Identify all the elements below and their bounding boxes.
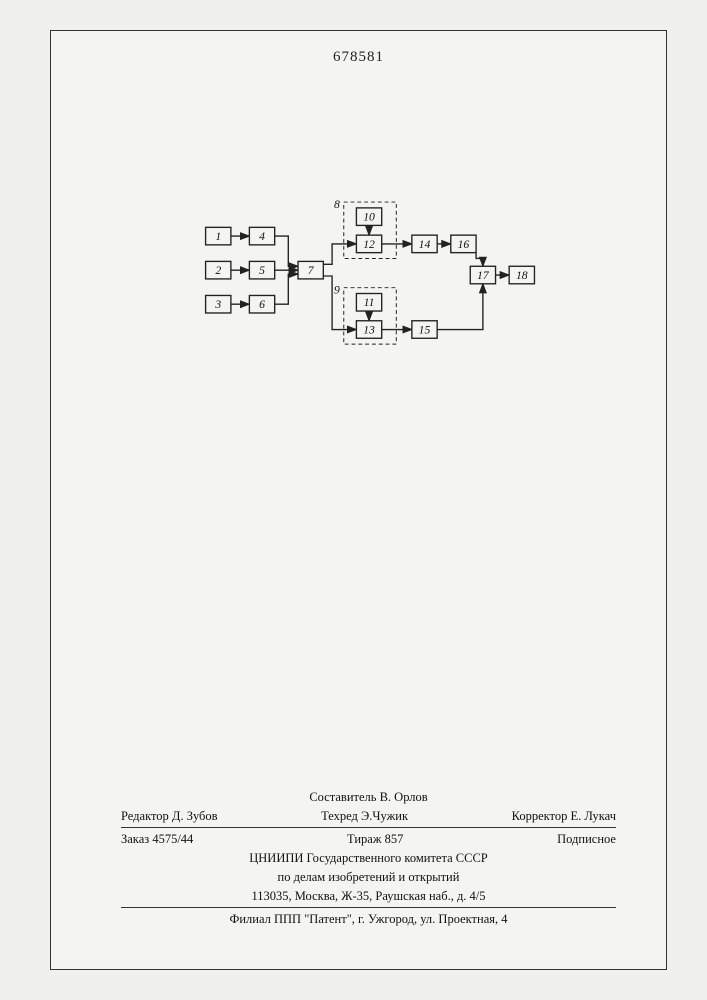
svg-text:1: 1 <box>215 230 221 243</box>
svg-text:5: 5 <box>259 264 265 277</box>
order-line: Заказ 4575/44 Тираж 857 Подписное <box>121 830 616 849</box>
document-number: 678581 <box>51 49 666 66</box>
credits-line: Редактор Д. Зубов Техред Э.Чужик Коррект… <box>121 807 616 826</box>
compiler-line: Составитель В. Орлов <box>121 788 616 807</box>
svg-text:10: 10 <box>363 211 375 224</box>
imprint-footer: Составитель В. Орлов Редактор Д. Зубов Т… <box>121 788 616 929</box>
svg-text:15: 15 <box>419 323 431 336</box>
svg-text:9: 9 <box>334 284 340 297</box>
svg-text:16: 16 <box>458 238 470 251</box>
svg-text:17: 17 <box>477 269 490 282</box>
branch-line: Филиал ППП "Патент", г. Ужгород, ул. Про… <box>121 910 616 929</box>
svg-text:2: 2 <box>215 264 221 277</box>
svg-text:18: 18 <box>516 269 528 282</box>
page-frame: 678581 891425367101211131416171815 Соста… <box>50 30 667 970</box>
block-diagram: 891425367101211131416171815 <box>191 181 551 371</box>
svg-text:12: 12 <box>363 238 375 251</box>
org-line-1: ЦНИИПИ Государственного комитета СССР <box>121 849 616 868</box>
addr-line: 113035, Москва, Ж-35, Раушская наб., д. … <box>121 887 616 906</box>
org-line-2: по делам изобретений и открытий <box>121 868 616 887</box>
svg-text:11: 11 <box>364 296 375 309</box>
svg-text:6: 6 <box>259 298 265 311</box>
svg-text:8: 8 <box>334 198 340 211</box>
svg-text:4: 4 <box>259 230 265 243</box>
svg-text:14: 14 <box>419 238 431 251</box>
svg-text:3: 3 <box>214 298 221 311</box>
svg-text:13: 13 <box>363 323 375 336</box>
